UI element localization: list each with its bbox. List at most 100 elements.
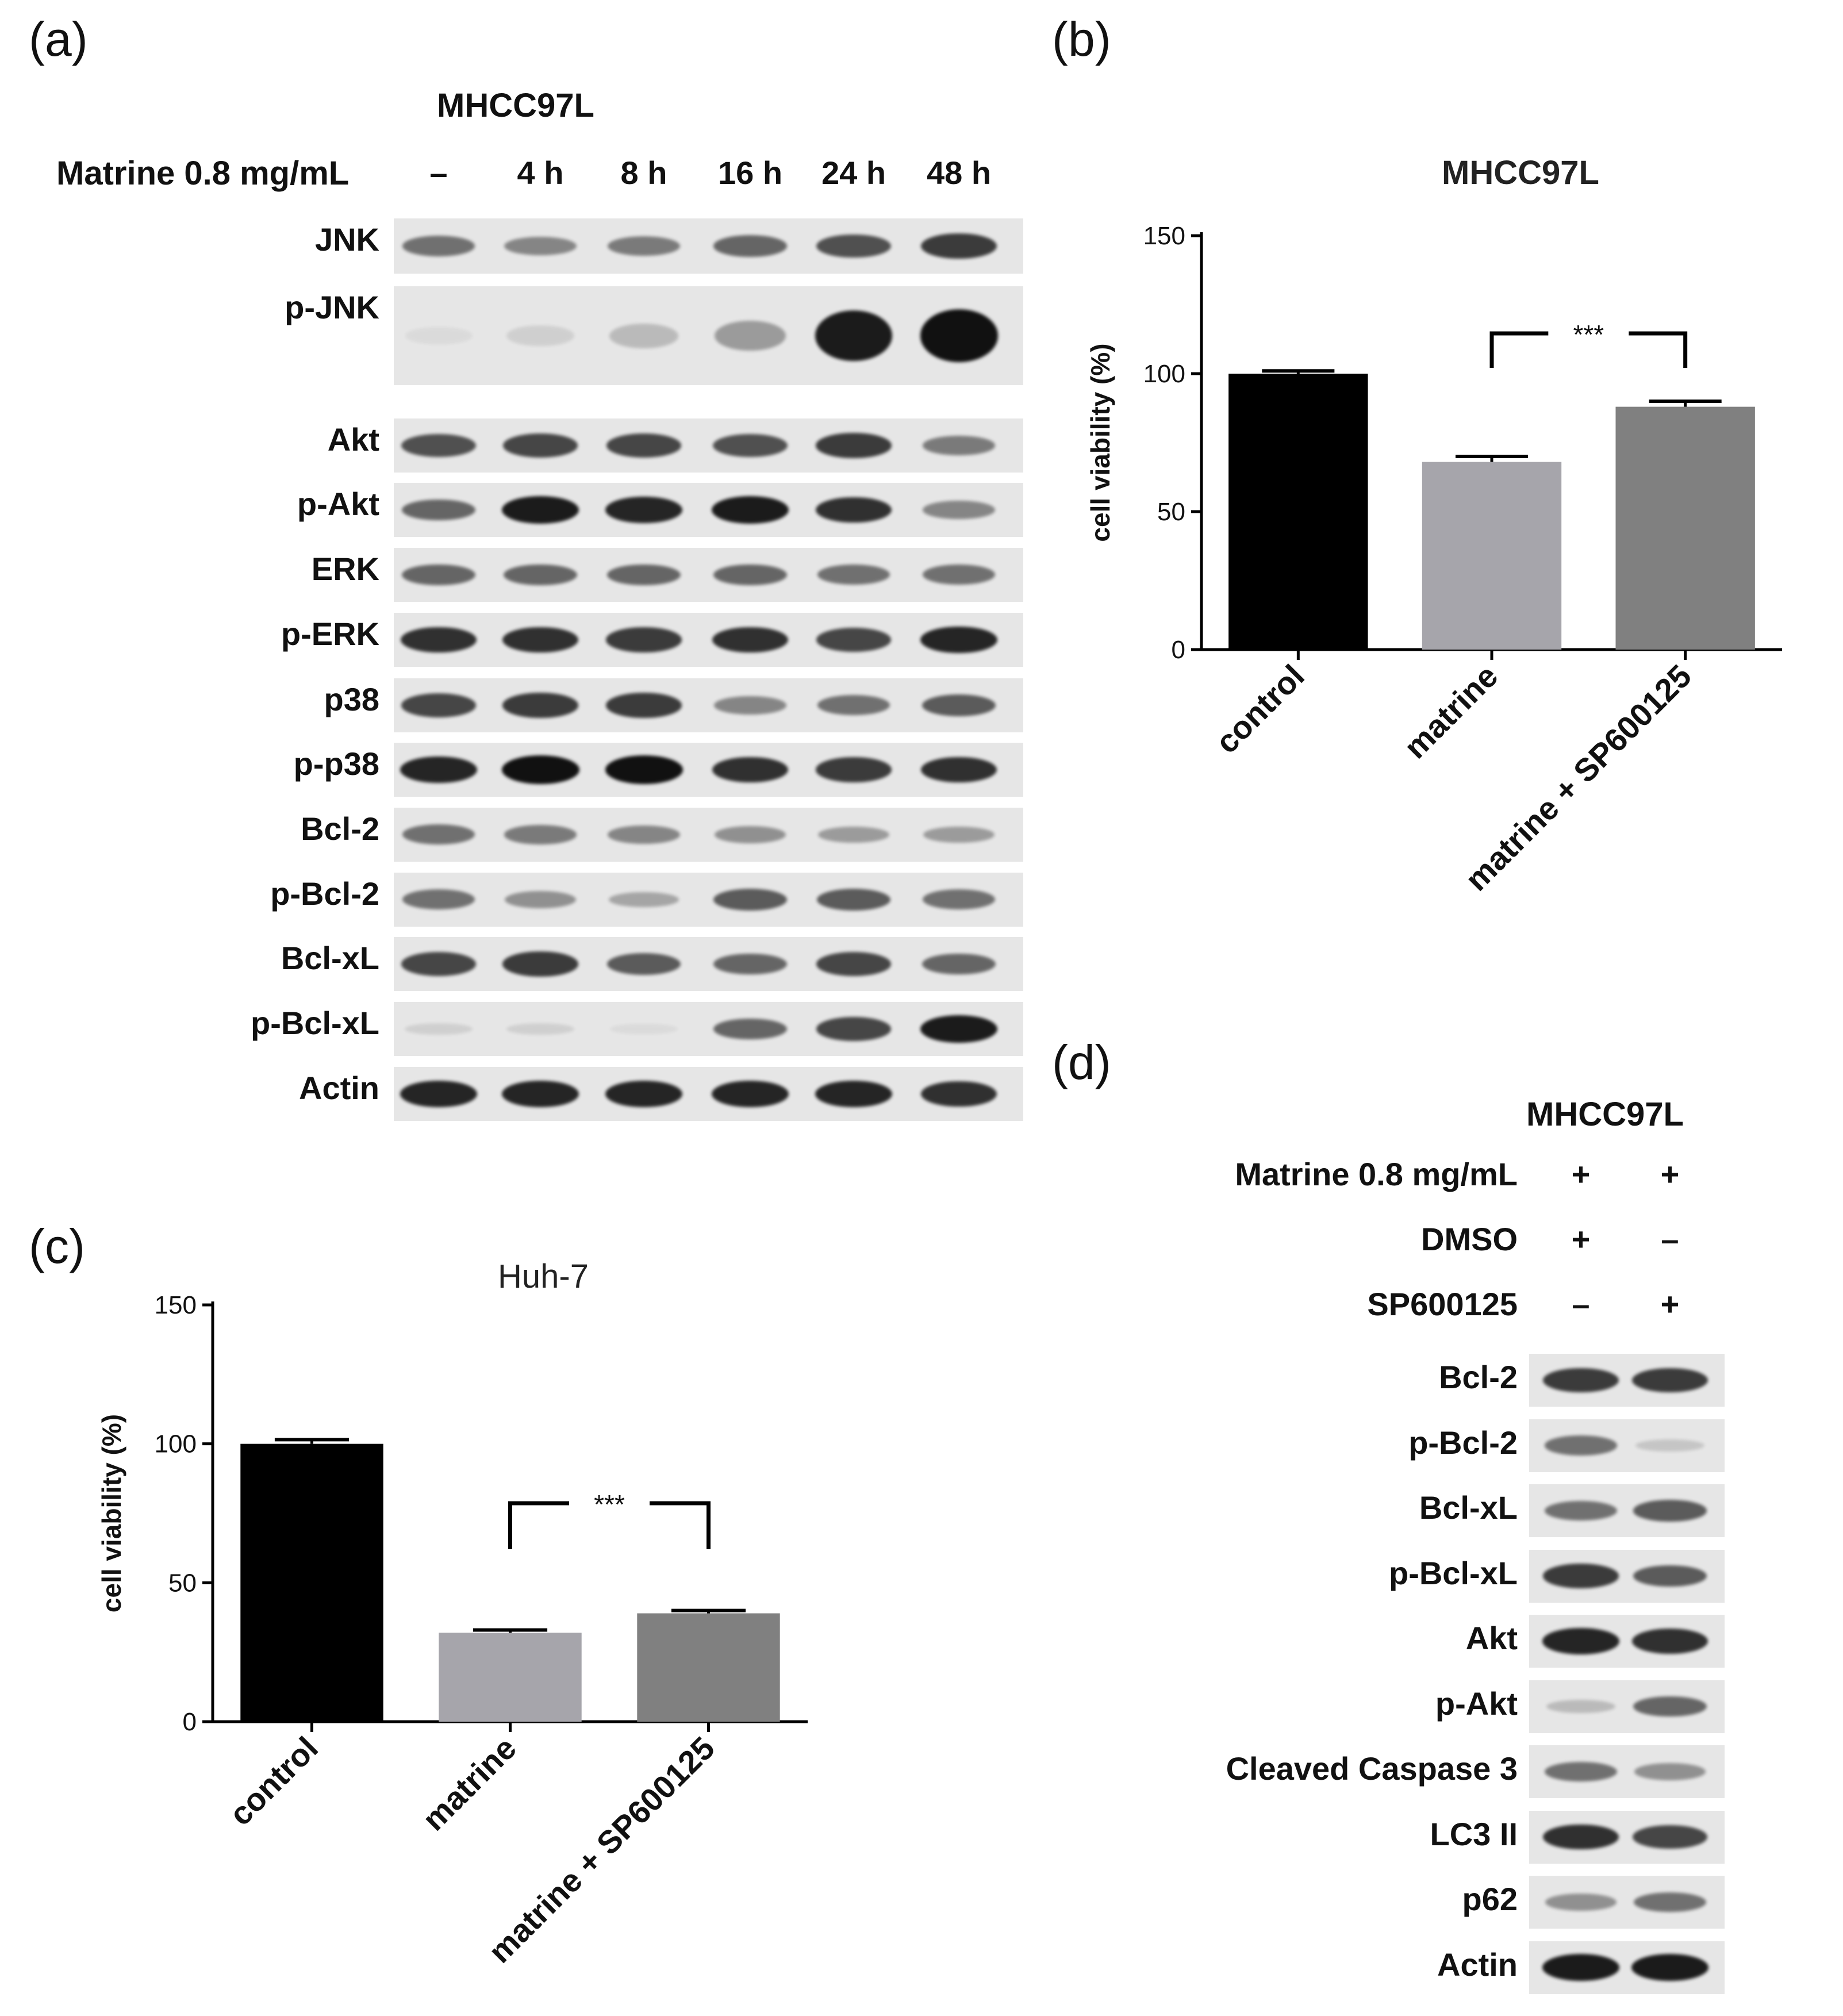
panel-d-cell-line: MHCC97L xyxy=(1526,1096,1684,1133)
blot-band xyxy=(816,888,891,911)
blot-band xyxy=(711,496,789,524)
timepoint-label: 16 h xyxy=(717,155,783,191)
y-tick-label: 100 xyxy=(155,1430,197,1458)
blot-band xyxy=(714,825,786,844)
bar-chart-huh7: Huh-7 cell viability (%) 0 50 100 150 control m… xyxy=(97,1258,808,1970)
blot-band xyxy=(404,1023,473,1035)
blot-strip xyxy=(394,808,1023,862)
significance-bracket-left xyxy=(508,1501,569,1549)
blot-band xyxy=(920,757,997,783)
y-tick-label: 100 xyxy=(1143,360,1185,388)
blot-band xyxy=(815,310,893,362)
blot-band xyxy=(607,564,681,586)
y-tick-label: 50 xyxy=(168,1569,197,1597)
blot-strip xyxy=(1529,1810,1725,1864)
blot-band xyxy=(713,953,787,975)
blot-band xyxy=(715,320,786,351)
blot-row-label: p-Akt xyxy=(1435,1685,1518,1722)
blot-band xyxy=(400,627,477,653)
condition-label: Matrine 0.8 mg/mL xyxy=(1235,1156,1518,1192)
blot-row-label: Akt xyxy=(327,421,379,458)
blot-band xyxy=(405,327,473,345)
blot-row-label: p-ERK xyxy=(281,616,379,652)
panel-label-b: (b) xyxy=(1052,12,1111,66)
blot-band xyxy=(712,627,789,653)
blot-band xyxy=(1543,1564,1619,1588)
blot-band xyxy=(502,693,578,718)
blot-band xyxy=(816,952,892,976)
blot-band xyxy=(713,235,787,257)
timepoint-label: 8 h xyxy=(620,155,667,191)
bar xyxy=(1615,406,1755,650)
blot-band xyxy=(1542,1953,1620,1982)
panel-label-a: (a) xyxy=(29,12,88,66)
blot-strip xyxy=(394,218,1023,274)
blot-band xyxy=(816,234,891,258)
blot-row-label: JNK xyxy=(314,221,379,258)
blot-band xyxy=(920,309,998,362)
timepoint-label: 24 h xyxy=(821,155,886,191)
blot-band xyxy=(817,695,890,716)
condition-sign: + xyxy=(1660,1156,1680,1192)
condition-sign: + xyxy=(1571,1156,1591,1192)
blot-strip xyxy=(1529,1745,1725,1798)
x-tick-label: matrine xyxy=(1397,658,1505,766)
blot-row-label: ERK xyxy=(311,551,379,587)
blot-band xyxy=(605,755,683,784)
blot-row-label: p-Akt xyxy=(297,486,379,522)
blot-band xyxy=(712,1080,789,1108)
blot-strip xyxy=(394,1002,1023,1056)
blot-band xyxy=(608,825,680,844)
bar xyxy=(1228,374,1368,650)
blot-band xyxy=(502,627,579,653)
blot-band xyxy=(400,756,477,784)
blot-band xyxy=(502,1080,579,1108)
blot-band xyxy=(1542,1628,1619,1654)
blot-strip xyxy=(394,483,1023,537)
y-tick-label: 0 xyxy=(183,1708,197,1736)
blot-band xyxy=(502,433,578,458)
blot-band xyxy=(501,755,579,784)
blot-strip xyxy=(394,678,1023,732)
blot-strip xyxy=(394,873,1023,927)
blot-row-label: p-Bcl-xL xyxy=(251,1005,379,1041)
blot-band xyxy=(1633,1696,1707,1717)
blot-band xyxy=(401,952,477,976)
blot-band xyxy=(402,499,475,521)
blot-band xyxy=(502,951,578,977)
blot-band xyxy=(402,564,475,586)
blot-strip xyxy=(1529,1549,1725,1603)
blot-band xyxy=(1546,1700,1616,1713)
timepoint-label: 4 h xyxy=(517,155,564,191)
timepoint-label: 48 h xyxy=(926,155,992,191)
blot-strip xyxy=(1529,1876,1725,1929)
blot-row-label: p-JNK xyxy=(285,289,379,325)
blot-band xyxy=(1634,1763,1706,1780)
blot-band xyxy=(815,1080,892,1108)
blot-band xyxy=(713,434,788,457)
blot-strip xyxy=(394,286,1023,385)
blot-band xyxy=(606,433,682,458)
blot-band xyxy=(923,826,995,843)
blot-band xyxy=(606,627,682,652)
blot-band xyxy=(920,626,997,654)
chart-title: Huh-7 xyxy=(498,1258,589,1295)
blot-band xyxy=(1635,1439,1704,1452)
condition-sign: + xyxy=(1660,1286,1680,1322)
blot-band xyxy=(401,434,476,457)
blot-row-label: Bcl-2 xyxy=(301,811,379,847)
blot-band xyxy=(608,892,679,908)
blot-strip xyxy=(394,418,1023,473)
significance-label: *** xyxy=(594,1489,625,1519)
blot-strip xyxy=(1529,1680,1725,1733)
panel-a-treatment-label: Matrine 0.8 mg/mL xyxy=(56,155,350,192)
blot-band xyxy=(922,565,996,585)
blot-band xyxy=(504,890,577,909)
blot-row-label: Cleaved Caspase 3 xyxy=(1226,1750,1518,1787)
blot-band xyxy=(923,436,995,455)
blot-row-label: p-Bcl-2 xyxy=(270,875,379,912)
blot-row-label: LC3 II xyxy=(1430,1815,1518,1852)
chart-title: MHCC97L xyxy=(1442,154,1599,191)
blot-strip xyxy=(394,548,1023,602)
condition-sign: – xyxy=(1572,1286,1590,1322)
